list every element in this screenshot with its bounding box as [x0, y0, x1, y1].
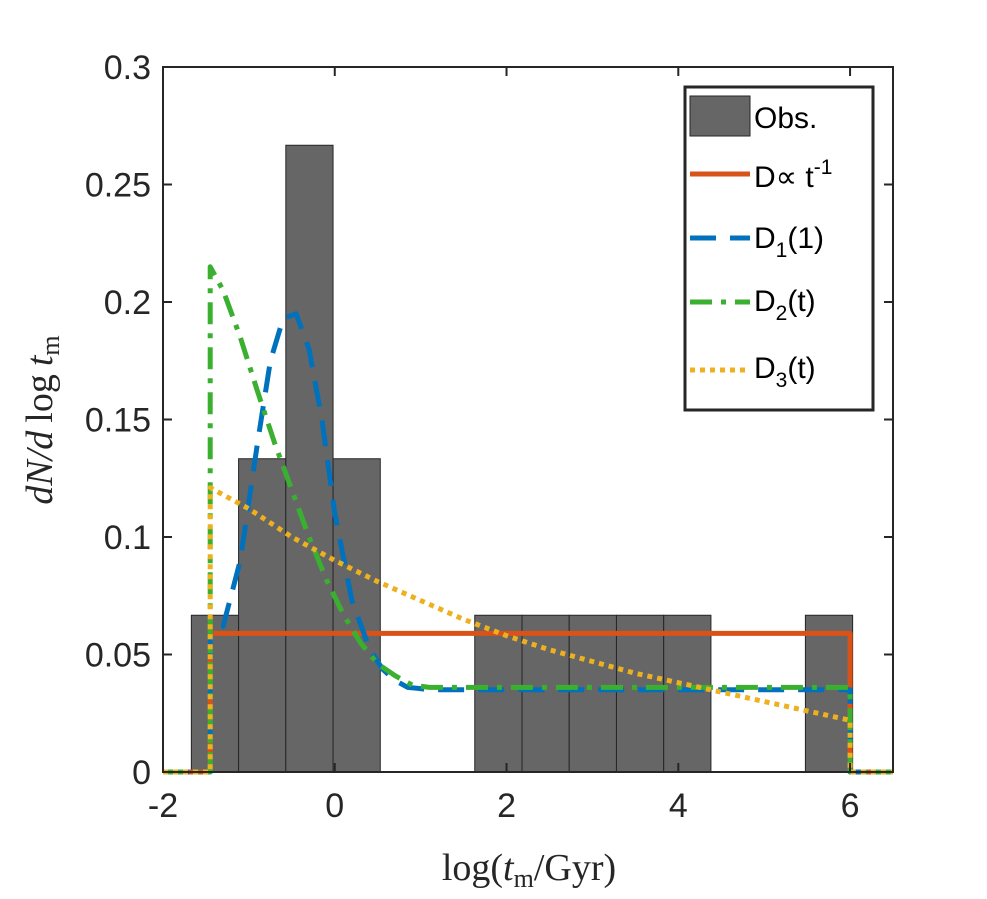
y-axis-label-part: t: [19, 354, 61, 366]
y-tick-label: 0: [132, 754, 151, 792]
legend-label-sup: -1: [814, 156, 833, 179]
legend-label-tail: (1): [787, 222, 824, 255]
histogram-bar: [332, 458, 381, 773]
y-tick-labels: 0 0.05 0.1 0.15 0.2 0.25 0.3: [85, 49, 151, 792]
legend-label-base: D: [754, 352, 776, 385]
x-axis-label-part: log(: [442, 847, 503, 889]
y-tick-label: 0.1: [104, 519, 151, 557]
x-tick-label: -2: [148, 787, 178, 825]
y-tick-label: 0.3: [104, 49, 151, 87]
x-axis-label-part: /Gyr): [534, 847, 616, 889]
histogram-bar: [568, 614, 617, 773]
x-axis-label: log(tm/Gyr): [442, 847, 616, 893]
histogram-bar: [663, 614, 712, 773]
legend-label-inverse: D∝ t-1: [754, 156, 832, 194]
legend-swatch-obs: [689, 95, 751, 137]
x-tick-label: 6: [841, 787, 860, 825]
y-tick-label: 0.05: [85, 637, 151, 675]
legend-label-base: Obs.: [754, 102, 817, 135]
legend-box: [683, 85, 875, 412]
y-axis-label-part: m: [36, 335, 65, 355]
legend-label-base: D: [754, 285, 776, 318]
legend-label-base: D: [754, 222, 776, 255]
x-axis-label-part: m: [514, 864, 534, 893]
legend-label-sub: 2: [776, 302, 788, 325]
histogram-bar: [521, 614, 570, 773]
legend-label-d1: D1(1): [754, 222, 824, 262]
histogram-bar: [285, 144, 334, 773]
x-tick-labels: -2 0 2 4 6: [148, 787, 860, 825]
legend-label-sub: 1: [776, 239, 788, 262]
histogram-bar: [190, 614, 240, 773]
series-line: [163, 264, 893, 775]
histogram-bar: [615, 614, 665, 773]
legend-label-d2: D2(t): [754, 285, 816, 325]
x-tick-label: 0: [325, 787, 344, 825]
x-tick-label: 2: [497, 787, 516, 825]
legend-label-base: D∝ t: [754, 161, 814, 194]
histogram-bars: [190, 144, 854, 773]
legend-label-tail: (t): [787, 352, 815, 385]
legend-label-sub: 3: [776, 369, 788, 392]
x-tick-label: 4: [669, 787, 688, 825]
y-axis-label-part: log: [19, 374, 61, 423]
y-axis-label: dN/d log tm: [19, 335, 65, 504]
legend: Obs. D∝ t-1 D1(1) D2(t) D3(t): [683, 85, 875, 412]
legend-label-obs: Obs.: [754, 102, 817, 135]
histogram-bar: [238, 458, 287, 773]
x-axis-label-part: t: [503, 847, 515, 889]
y-tick-label: 0.25: [85, 167, 151, 205]
histogram-bar: [804, 614, 854, 773]
legend-label-tail: (t): [787, 285, 815, 318]
series-line: [163, 485, 893, 775]
y-axis-label-part: dN/d: [19, 430, 61, 505]
axis-ticks: [162, 66, 893, 773]
legend-label-d3: D3(t): [754, 352, 816, 392]
y-tick-label: 0.15: [85, 402, 151, 440]
y-tick-label: 0.2: [104, 284, 151, 322]
